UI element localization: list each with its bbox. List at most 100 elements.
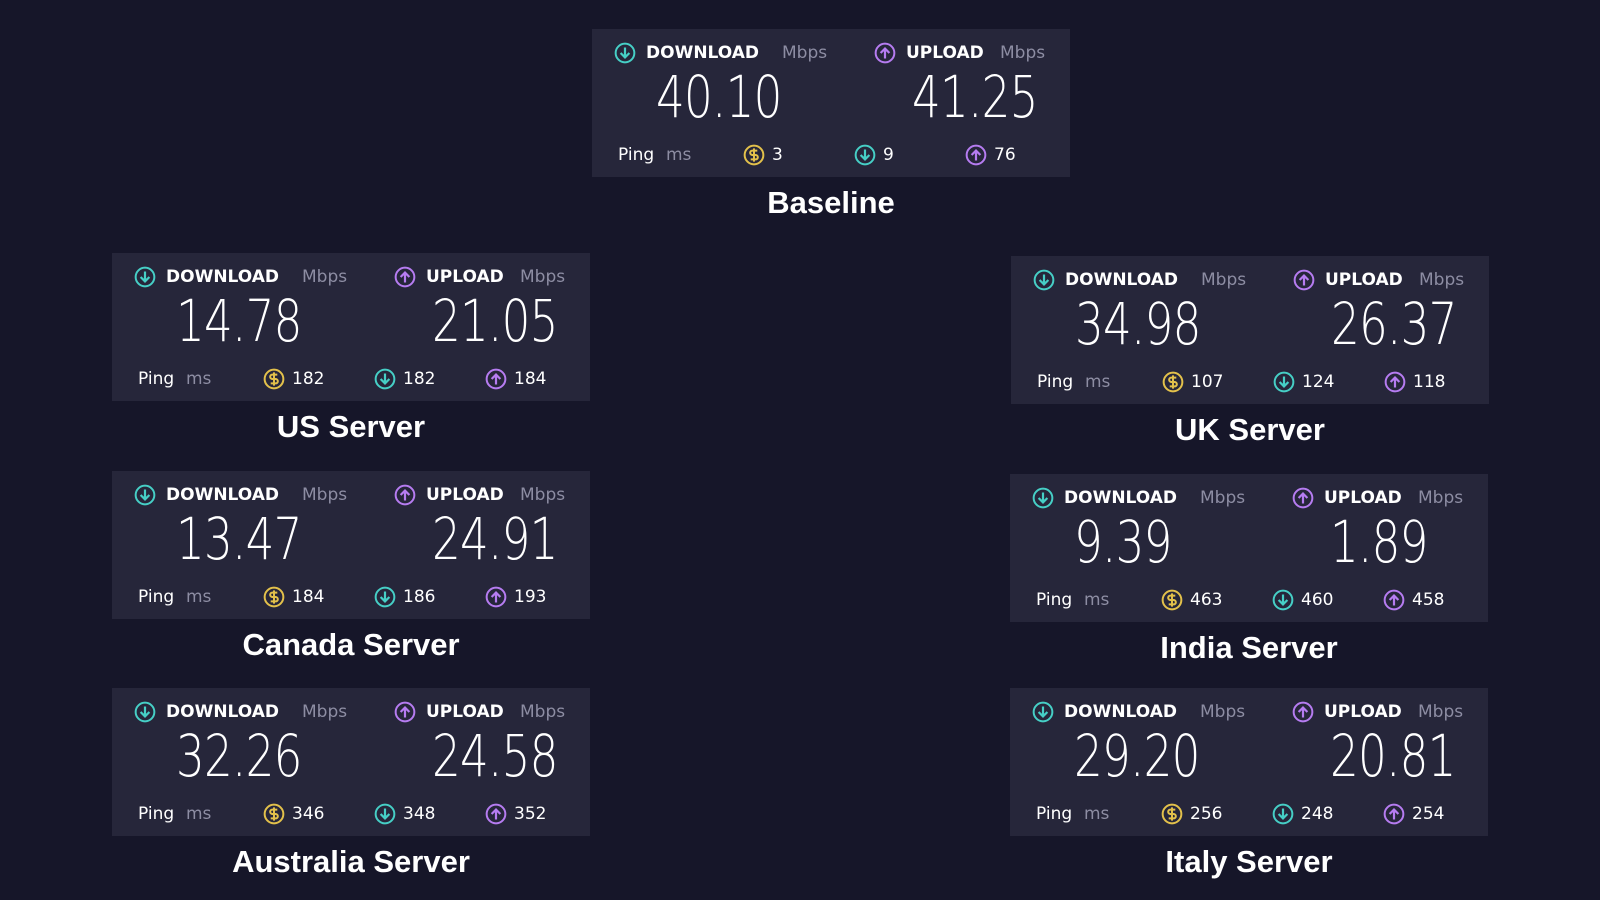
up-icon	[485, 803, 507, 825]
idle-icon	[263, 803, 285, 825]
ping-idle: 463	[1190, 590, 1223, 610]
ping-unit: ms	[1085, 372, 1111, 392]
upload-value: 24.58	[432, 722, 558, 790]
ping-unit: ms	[186, 369, 212, 389]
download-label: DOWNLOAD	[1065, 270, 1179, 290]
download-value: 13.47	[176, 505, 302, 573]
ping-upload: 458	[1412, 590, 1445, 610]
ping-unit: ms	[1084, 590, 1110, 610]
download-label: DOWNLOAD	[166, 267, 280, 287]
ping-label: Ping	[1036, 590, 1073, 610]
ping-label: Ping	[138, 804, 175, 824]
ping-upload: 254	[1412, 804, 1445, 824]
result-panel: DOWNLOAD Mbps UPLOAD Mbps 14.78 21.05 Ping ms 18…	[112, 253, 590, 401]
download-label: DOWNLOAD	[1064, 702, 1178, 722]
download-value: 34.98	[1075, 290, 1201, 358]
down-icon	[1273, 371, 1295, 393]
speed-unit: Mbps	[1000, 43, 1046, 63]
up-icon	[874, 42, 896, 64]
speed-unit: Mbps	[1201, 270, 1247, 290]
down-icon	[134, 266, 156, 288]
speed-unit: Mbps	[302, 702, 348, 722]
speed-unit: Mbps	[302, 267, 348, 287]
up-icon	[394, 266, 416, 288]
speed-unit: Mbps	[1418, 488, 1464, 508]
speed-unit: Mbps	[1419, 270, 1465, 290]
down-icon	[374, 803, 396, 825]
up-icon	[965, 144, 987, 166]
ping-download: 186	[403, 587, 436, 607]
down-icon	[134, 701, 156, 723]
up-icon	[1293, 269, 1315, 291]
up-icon	[1292, 487, 1314, 509]
upload-label: UPLOAD	[1324, 702, 1402, 722]
ping-download: 460	[1301, 590, 1334, 610]
upload-label: UPLOAD	[426, 485, 504, 505]
speed-unit: Mbps	[1200, 702, 1246, 722]
speed-unit: Mbps	[1418, 702, 1464, 722]
upload-label: UPLOAD	[1324, 488, 1402, 508]
speed-unit: Mbps	[302, 485, 348, 505]
upload-label: UPLOAD	[1325, 270, 1403, 290]
up-icon	[1384, 371, 1406, 393]
speed-unit: Mbps	[520, 267, 566, 287]
down-icon	[1032, 487, 1054, 509]
down-icon	[374, 586, 396, 608]
ping-label: Ping	[1036, 804, 1073, 824]
upload-value: 20.81	[1330, 722, 1456, 790]
ping-label: Ping	[138, 587, 175, 607]
up-icon	[485, 586, 507, 608]
panel-caption: US Server	[276, 409, 426, 444]
ping-label: Ping	[138, 369, 175, 389]
ping-unit: ms	[1084, 804, 1110, 824]
ping-upload: 352	[514, 804, 547, 824]
up-icon	[394, 701, 416, 723]
download-label: DOWNLOAD	[166, 485, 280, 505]
down-icon	[1033, 269, 1055, 291]
result-panel: DOWNLOAD Mbps UPLOAD Mbps 13.47 24.91 Ping ms 18…	[112, 471, 590, 619]
idle-icon	[743, 144, 765, 166]
down-icon	[1272, 803, 1294, 825]
upload-value: 1.89	[1330, 508, 1428, 576]
ping-upload: 118	[1413, 372, 1446, 392]
panel-caption: Australia Server	[232, 844, 470, 879]
panel-caption: Baseline	[767, 185, 895, 220]
ping-download: 9	[883, 145, 894, 165]
panel-caption: UK Server	[1175, 412, 1325, 447]
download-value: 29.20	[1074, 722, 1200, 790]
download-label: DOWNLOAD	[646, 43, 760, 63]
up-icon	[1383, 589, 1405, 611]
result-panel: DOWNLOAD Mbps UPLOAD Mbps 29.20 20.81 Ping ms 25…	[1010, 688, 1488, 836]
ping-unit: ms	[186, 804, 212, 824]
down-icon	[374, 368, 396, 390]
ping-idle: 346	[292, 804, 325, 824]
up-icon	[1383, 803, 1405, 825]
up-icon	[485, 368, 507, 390]
panel-caption: Canada Server	[242, 627, 460, 662]
ping-upload: 193	[514, 587, 547, 607]
ping-label: Ping	[1037, 372, 1074, 392]
panel-caption: Italy Server	[1165, 844, 1333, 879]
download-value: 32.26	[176, 722, 302, 790]
down-icon	[854, 144, 876, 166]
down-icon	[1032, 701, 1054, 723]
upload-value: 21.05	[432, 287, 558, 355]
ping-download: 348	[403, 804, 436, 824]
up-icon	[1292, 701, 1314, 723]
ping-upload: 76	[994, 145, 1016, 165]
result-panel: DOWNLOAD Mbps UPLOAD Mbps 32.26 24.58 Ping ms 34…	[112, 688, 590, 836]
ping-unit: ms	[666, 145, 692, 165]
result-panel: DOWNLOAD Mbps UPLOAD Mbps 40.10 41.25 Ping ms 3 9…	[592, 29, 1070, 177]
upload-label: UPLOAD	[426, 267, 504, 287]
result-panel: DOWNLOAD Mbps UPLOAD Mbps 9.39 1.89 Ping ms 463 4…	[1010, 474, 1488, 622]
download-label: DOWNLOAD	[1064, 488, 1178, 508]
upload-label: UPLOAD	[426, 702, 504, 722]
upload-label: UPLOAD	[906, 43, 984, 63]
upload-value: 26.37	[1331, 290, 1457, 358]
idle-icon	[1161, 803, 1183, 825]
idle-icon	[1161, 589, 1183, 611]
ping-label: Ping	[618, 145, 655, 165]
